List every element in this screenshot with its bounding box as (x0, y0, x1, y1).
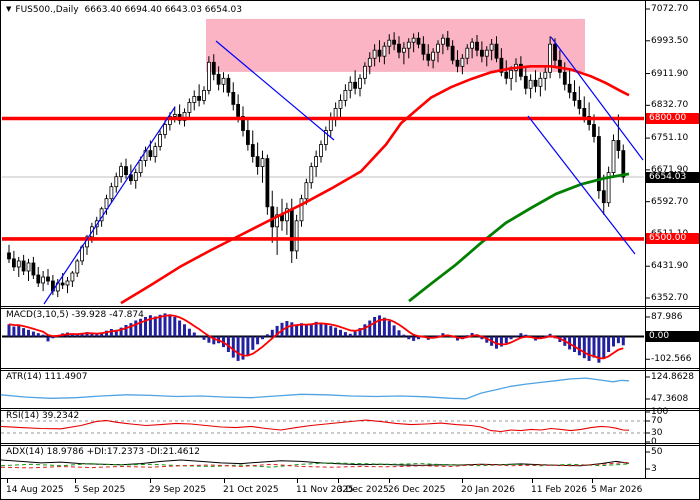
time-axis-label: 20 Jan 2026 (461, 485, 515, 495)
ohlc-quote-label: 6663.40 6694.40 6643.03 6654.03 (84, 5, 242, 15)
atr-axis-label: 124.8628 (651, 372, 694, 382)
symbol-period-label: FUS500.,Daily (15, 5, 79, 15)
adx-label: ADX(14) 18.9786 +DI:17.2373 -DI:21.4612 (6, 447, 200, 457)
price-axis-label: 6671.90 (651, 165, 689, 175)
price-axis-label: 6592.70 (651, 197, 689, 207)
price-axis-label: 6352.70 (651, 293, 689, 303)
time-axis-label: 21 Oct 2025 (223, 485, 279, 495)
macd-axis-label: 87.986 (651, 312, 683, 322)
time-axis-label: 29 Sep 2025 (149, 485, 207, 495)
main-chart-panel[interactable] (1, 1, 645, 306)
price-axis-label: 7072.70 (651, 4, 689, 14)
chevron-down-icon[interactable]: ▼ (6, 5, 12, 13)
time-axis-label: 11 Feb 2026 (531, 485, 588, 495)
time-axis-label: 11 Nov 2025 (296, 485, 354, 495)
time-axis-label: 5 Mar 2026 (591, 485, 643, 495)
price-badge: 6800.00 (646, 113, 699, 124)
price-axis-label: 6832.70 (651, 100, 689, 110)
macd-label: MACD(3,10,5) -39.928 -47.874 (6, 310, 144, 320)
rsi-axis-label: 0 (651, 437, 657, 447)
price-axis-label: 6431.90 (651, 261, 689, 271)
chart-title: ▼ FUS500.,Daily 6663.40 6694.40 6643.03 66… (6, 4, 242, 16)
rsi-label: RSI(14) 39.2342 (6, 411, 80, 421)
rsi-axis-label: 30 (651, 428, 663, 438)
time-axis-label: 14 Aug 2025 (6, 485, 64, 495)
time-axis-label: 26 Dec 2025 (388, 485, 446, 495)
time-axis-label: 3 Dec 2025 (337, 485, 389, 495)
atr-panel[interactable] (1, 370, 645, 409)
rsi-axis-label: 70 (651, 416, 663, 426)
macd-zero-badge: 0.00 (646, 331, 699, 342)
atr-axis-label: 47.3608 (651, 394, 689, 404)
macd-axis-label: -102.566 (651, 354, 692, 364)
price-axis-label: 6993.50 (651, 36, 689, 46)
rsi-axis-label: 100 (651, 407, 669, 417)
atr-label: ATR(14) 111.4907 (6, 372, 88, 382)
price-axis-label: 6751.10 (651, 133, 689, 143)
price-badge: 6654.03 (646, 172, 699, 183)
adx-axis-label: 50 (651, 447, 663, 457)
time-axis-label: 5 Sep 2025 (74, 485, 126, 495)
price-badge: 6500.00 (646, 233, 699, 244)
adx-axis-label: 3 (651, 464, 657, 474)
price-axis-label: 6911.90 (651, 69, 689, 79)
rsi-panel[interactable] (1, 410, 645, 444)
